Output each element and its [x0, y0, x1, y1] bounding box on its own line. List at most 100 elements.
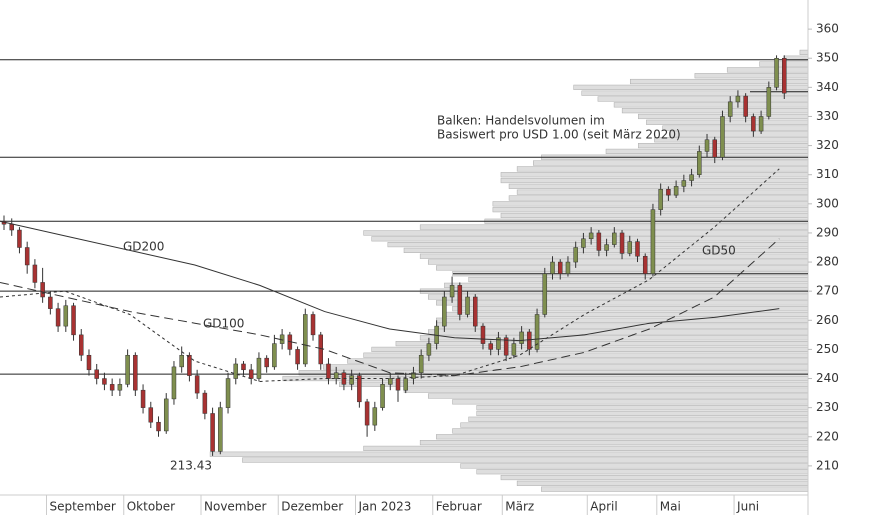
candle-body	[782, 57, 787, 94]
volume-bar	[516, 166, 809, 172]
volume-bar	[468, 276, 809, 283]
volume-bar	[339, 381, 809, 387]
candle-body	[774, 57, 779, 88]
x-tick-label: April	[590, 500, 617, 514]
candle-body	[511, 343, 517, 356]
candle-body	[395, 378, 401, 391]
y-tick-label: 330	[816, 109, 839, 123]
x-tick-label: Februar	[436, 500, 482, 514]
volume-bar	[533, 160, 809, 166]
volume-bar	[460, 463, 809, 469]
candle-body	[596, 232, 602, 251]
candle-body	[179, 354, 184, 368]
candle-body	[534, 314, 540, 350]
candle-body	[720, 116, 725, 158]
candle-body	[689, 174, 694, 181]
volume-bar	[209, 451, 809, 457]
candle-body	[627, 241, 633, 254]
candle-body	[55, 308, 61, 327]
x-tick-label: Oktober	[127, 500, 175, 514]
candle-body	[248, 369, 254, 379]
y-tick-label: 360	[816, 22, 839, 36]
x-tick-label: März	[505, 500, 534, 514]
volume-bar	[468, 416, 809, 422]
y-tick-label: 260	[816, 313, 839, 327]
volume-bar	[419, 335, 809, 341]
volume-bar	[395, 341, 809, 347]
volume-bar	[492, 207, 809, 213]
candle-body	[612, 232, 617, 245]
candle-body	[751, 116, 756, 132]
candle-body	[588, 232, 594, 240]
candle-body	[272, 343, 277, 368]
ma-label: GD100	[203, 317, 244, 331]
candle-body	[48, 296, 53, 309]
candle-body	[766, 87, 772, 117]
candle-body	[241, 363, 246, 371]
volume-bar	[419, 253, 809, 259]
volume-bar	[460, 422, 809, 428]
volume-bar	[427, 294, 809, 300]
candle-body	[619, 232, 625, 254]
candle-body	[727, 101, 733, 117]
candle-body	[681, 180, 687, 187]
volume-bar	[573, 84, 809, 90]
y-tick-label: 220	[816, 429, 839, 443]
candle-body	[17, 229, 22, 248]
volume-bar	[363, 230, 809, 236]
candle-body	[573, 247, 578, 263]
volume-bar	[444, 311, 809, 318]
volume-bar	[436, 265, 809, 271]
moving-average	[0, 168, 780, 382]
volume-bar	[476, 469, 809, 475]
candle-body	[9, 223, 14, 231]
volume-bar	[597, 96, 809, 102]
candle-body	[310, 314, 316, 336]
x-tick-label: Dezember	[281, 500, 343, 514]
x-tick-label: Juni	[736, 500, 759, 514]
candle-body	[673, 186, 679, 196]
candle-body	[635, 241, 640, 257]
y-tick-label: 310	[816, 167, 839, 181]
volume-bar	[452, 306, 809, 312]
candle-body	[318, 334, 323, 365]
candle-body	[326, 363, 331, 379]
volume-bar	[403, 387, 809, 393]
candle-body	[148, 407, 154, 423]
candle-body	[426, 343, 432, 356]
candle-body	[503, 337, 509, 356]
low-label: 213.43	[170, 459, 212, 473]
candle-body	[86, 354, 92, 371]
candle-body	[133, 354, 138, 391]
volume-bar	[436, 317, 809, 323]
volume-bar	[670, 131, 809, 137]
volume-bar	[452, 428, 809, 434]
candle-body	[125, 354, 130, 385]
volume-bar	[436, 300, 809, 306]
candle-body	[642, 255, 648, 274]
volume-bar	[452, 399, 809, 405]
candle-body	[63, 305, 69, 327]
volume-bar	[322, 364, 809, 370]
y-tick-label: 340	[816, 80, 839, 94]
candle-body	[557, 261, 563, 274]
volume-bar	[541, 486, 809, 492]
y-tick-label: 290	[816, 225, 839, 239]
candle-body	[704, 139, 710, 152]
y-tick-label: 250	[816, 342, 839, 356]
candle-body	[480, 325, 486, 344]
candle-body	[550, 261, 555, 274]
candle-body	[658, 189, 663, 210]
candle-body	[24, 247, 30, 266]
volume-bar	[508, 183, 809, 189]
candle-body	[403, 378, 408, 391]
candle-body	[604, 244, 609, 251]
volume-bar	[621, 108, 809, 114]
volume-bar	[242, 457, 809, 463]
candle-body	[140, 389, 146, 408]
candle-body	[187, 354, 192, 376]
volume-bar	[444, 282, 809, 288]
y-tick-label: 280	[816, 255, 839, 269]
candle-body	[210, 413, 215, 452]
